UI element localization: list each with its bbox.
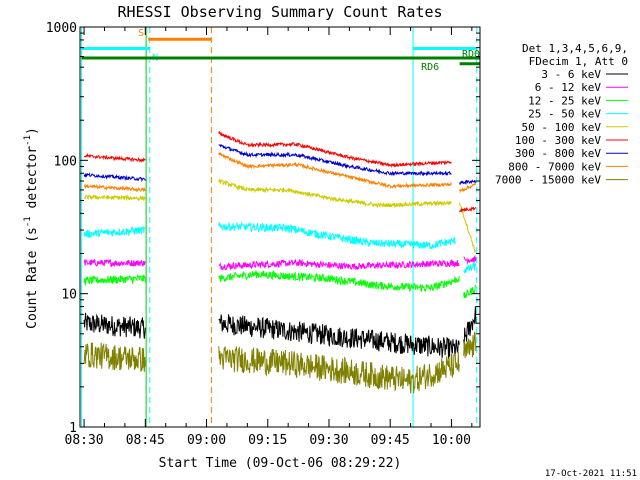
y-axis-label-part1: Count Rate (s: [25, 227, 40, 329]
series-line-4-seg-2: [459, 202, 477, 254]
series-line-4-seg-1: [218, 178, 452, 209]
series-line-1-seg-2: [463, 254, 477, 265]
series-line-2-seg-1: [218, 269, 460, 293]
status-bar-label-3: RD6: [421, 62, 439, 73]
y-tick-label-0: 1: [69, 421, 77, 436]
series-line-2-seg-2: [463, 284, 477, 299]
status-bar-label-4: RD0: [462, 49, 480, 60]
status-bar-label-0: S: [138, 28, 144, 39]
series-line-5-seg-2: [459, 206, 476, 213]
x-tick-label-3: 09:15: [248, 433, 287, 448]
series-line-1-seg-0: [83, 258, 146, 268]
legend-label-0: 3 - 6 keV: [541, 68, 601, 81]
legend-label-5: 100 - 300 keV: [515, 134, 601, 147]
x-tick-label-6: 10:00: [432, 433, 471, 448]
x-tick-label-4: 09:30: [309, 433, 348, 448]
y-axis-label-exp1: -1: [23, 216, 33, 227]
generated-timestamp: 17-Oct-2021 11:51: [545, 469, 637, 479]
series-line-3-seg-0: [83, 225, 146, 239]
legend-header-0: Det 1,3,4,5,6,9,: [522, 42, 628, 55]
y-axis-label: Count Rate (s-1 detector-1): [23, 127, 40, 329]
legend-label-2: 12 - 25 keV: [528, 94, 601, 107]
series-line-7-seg-1: [218, 151, 452, 189]
x-tick-label-5: 09:45: [371, 433, 410, 448]
legend-label-1: 6 - 12 keV: [535, 81, 602, 94]
series-line-0-seg-2: [463, 306, 477, 347]
legend-header-1: FDecim 1, Att 0: [529, 55, 628, 68]
y-axis-label-part3: ): [25, 127, 40, 135]
legend-label-4: 50 - 100 keV: [522, 121, 602, 134]
x-tick-label-1: 08:45: [126, 433, 165, 448]
x-axis-label: Start Time (09-Oct-06 08:29:22): [159, 456, 402, 471]
legend-label-3: 25 - 50 keV: [528, 108, 601, 121]
y-tick-label-1: 10: [61, 288, 77, 303]
x-tick-label-0: 08:30: [65, 433, 104, 448]
legend-label-8: 7000 - 15000 keV: [495, 174, 601, 187]
series-line-8-seg-0: [83, 342, 146, 372]
series-line-5-seg-0: [83, 152, 146, 163]
legend-label-7: 800 - 7000 keV: [508, 160, 601, 173]
chart-title: RHESSI Observing Summary Count Rates: [117, 3, 442, 21]
series-line-0-seg-1: [218, 314, 460, 359]
y-tick-label-2: 100: [54, 154, 77, 169]
series-line-5-seg-1: [218, 131, 452, 168]
legend-label-6: 300 - 800 keV: [515, 147, 601, 160]
plot-frame: [79, 26, 481, 428]
y-axis-label-exp2: -1: [23, 135, 33, 146]
series-line-7-seg-2: [459, 183, 477, 194]
y-axis-label-part2: detector: [25, 146, 40, 217]
series-line-4-seg-0: [83, 193, 146, 202]
series-line-3-seg-1: [218, 221, 456, 250]
series-line-3-seg-2: [463, 261, 477, 274]
series-line-7-seg-0: [83, 183, 146, 193]
y-tick-label-3: 1000: [46, 21, 77, 36]
series-line-2-seg-0: [83, 273, 146, 286]
series-line-0-seg-0: [83, 312, 146, 339]
series-line-6-seg-1: [218, 143, 452, 177]
x-tick-label-2: 09:00: [187, 433, 226, 448]
series-line-6-seg-0: [83, 172, 146, 183]
series-line-1-seg-1: [218, 258, 460, 271]
series-line-8-seg-2: [463, 331, 477, 358]
series-line-6-seg-2: [459, 179, 477, 186]
series-line-8-seg-1: [218, 346, 460, 394]
